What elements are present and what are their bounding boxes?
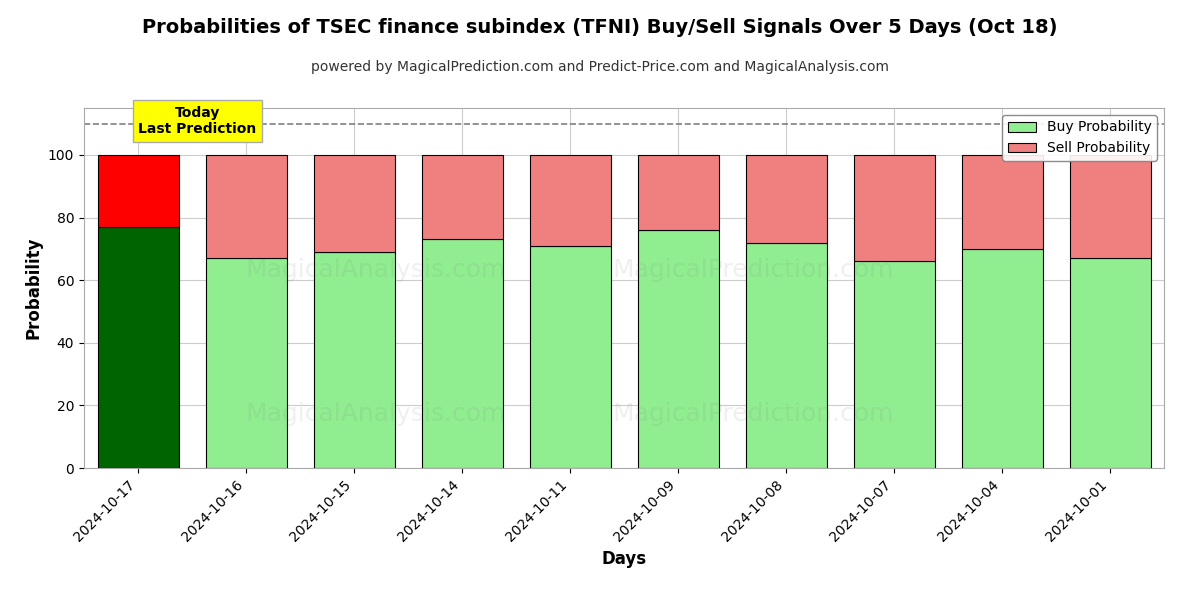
Bar	[1069, 258, 1151, 468]
Bar	[421, 155, 503, 239]
Text: MagicalAnalysis.com: MagicalAnalysis.com	[246, 258, 505, 282]
Text: MagicalPrediction.com: MagicalPrediction.com	[613, 258, 894, 282]
Bar	[313, 155, 395, 252]
Bar	[745, 155, 827, 242]
Bar	[529, 155, 611, 246]
Bar	[853, 262, 935, 468]
Text: MagicalPrediction.com: MagicalPrediction.com	[613, 402, 894, 426]
Text: MagicalAnalysis.com: MagicalAnalysis.com	[246, 402, 505, 426]
Text: powered by MagicalPrediction.com and Predict-Price.com and MagicalAnalysis.com: powered by MagicalPrediction.com and Pre…	[311, 60, 889, 74]
X-axis label: Days: Days	[601, 550, 647, 568]
Text: Probabilities of TSEC finance subindex (TFNI) Buy/Sell Signals Over 5 Days (Oct : Probabilities of TSEC finance subindex (…	[143, 18, 1057, 37]
Bar	[853, 155, 935, 262]
Legend: Buy Probability, Sell Probability: Buy Probability, Sell Probability	[1002, 115, 1157, 161]
Y-axis label: Probability: Probability	[24, 237, 42, 339]
Bar	[637, 155, 719, 230]
Bar	[205, 155, 287, 258]
Bar	[961, 155, 1043, 249]
Bar	[97, 155, 179, 227]
Bar	[637, 230, 719, 468]
Bar	[745, 242, 827, 468]
Bar	[1069, 155, 1151, 258]
Bar	[205, 258, 287, 468]
Text: Today
Last Prediction: Today Last Prediction	[138, 106, 257, 136]
Bar	[421, 239, 503, 468]
Bar	[97, 227, 179, 468]
Bar	[961, 249, 1043, 468]
Bar	[529, 246, 611, 468]
Bar	[313, 252, 395, 468]
